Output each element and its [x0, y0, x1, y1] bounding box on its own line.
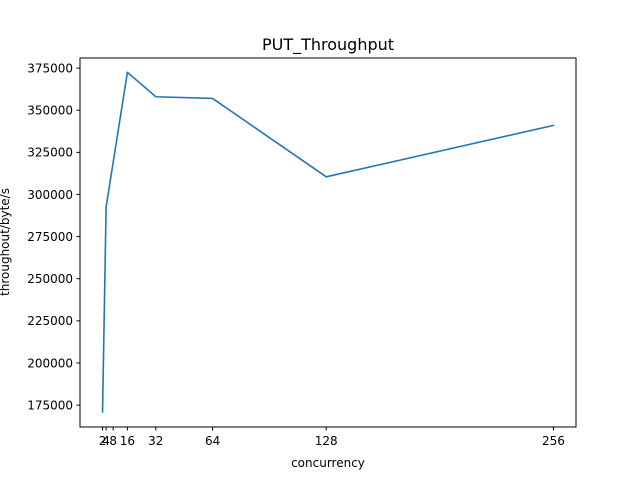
- y-tick-label: 375000: [27, 61, 73, 75]
- x-tick-label: 64: [205, 434, 220, 448]
- x-tick-label: 128: [315, 434, 338, 448]
- x-tick-label: 16: [120, 434, 135, 448]
- y-tick-label: 325000: [27, 146, 73, 160]
- x-tick-label: 32: [148, 434, 163, 448]
- axes-frame: [79, 57, 577, 428]
- x-tick-label: 2: [99, 434, 107, 448]
- x-axis-ticks: 24 8 16 32 64 128 256: [99, 427, 565, 448]
- x-tick-label: 4: [102, 434, 110, 448]
- x-tick-label: 256: [542, 434, 565, 448]
- y-tick-label: 225000: [27, 314, 73, 328]
- y-tick-label: 175000: [27, 398, 73, 412]
- plot-area: [101, 71, 555, 413]
- x-axis-label: concurrency: [291, 456, 365, 470]
- y-axis-label: throughout/byte/s: [0, 188, 12, 296]
- y-tick-label: 275000: [27, 230, 73, 244]
- y-tick-label: 300000: [27, 188, 73, 202]
- y-tick-label: 250000: [27, 272, 73, 286]
- y-axis-ticks: 175000 200000 225000 250000 275000 300000 3250…: [27, 61, 80, 412]
- y-tick-label: 350000: [27, 104, 73, 118]
- series-line: [101, 71, 555, 413]
- chart-title: PUT_Throughput: [262, 35, 394, 55]
- x-tick-label: 8: [109, 434, 117, 448]
- y-tick-label: 200000: [27, 356, 73, 370]
